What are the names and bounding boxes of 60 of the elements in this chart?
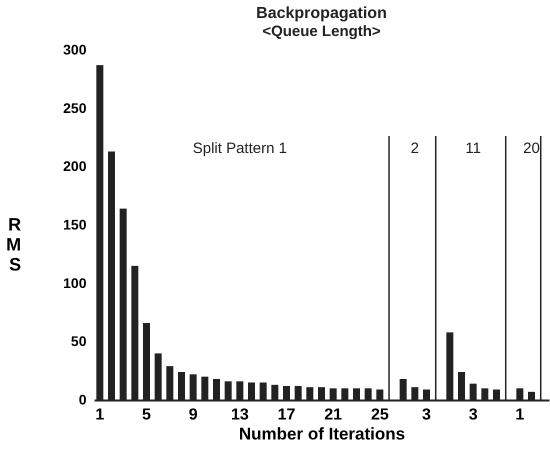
chart-title: Backpropagation <box>256 5 387 22</box>
x-tick-label: 1 <box>515 406 524 424</box>
bar <box>108 152 115 400</box>
y-tick-label: 200 <box>63 158 87 174</box>
x-tick-label: 25 <box>370 406 389 424</box>
chart-subtitle: <Queue Length> <box>262 23 381 40</box>
annotation: 2 <box>410 140 420 157</box>
x-tick-label: 9 <box>188 406 198 424</box>
bar <box>224 381 232 400</box>
bar <box>470 384 477 400</box>
bar <box>306 387 314 400</box>
bar <box>318 387 325 400</box>
x-tick-label: 3 <box>468 406 478 424</box>
bar <box>190 374 197 400</box>
bar <box>353 388 360 400</box>
bar <box>400 379 407 400</box>
bar <box>446 332 454 400</box>
x-tick-label: 5 <box>142 406 152 424</box>
bar <box>236 381 244 400</box>
x-axis-title: Number of Iterations <box>238 424 406 444</box>
bar <box>516 388 524 400</box>
y-tick-label: 250 <box>63 100 87 116</box>
x-tick-label: 21 <box>324 406 342 424</box>
bar <box>294 386 302 400</box>
bar <box>120 208 127 400</box>
x-tick-label: 17 <box>278 406 296 424</box>
bar <box>376 390 384 400</box>
bar <box>213 379 220 400</box>
bar <box>364 388 372 400</box>
bar <box>271 384 278 400</box>
bar <box>528 392 535 400</box>
y-axis-title: RMS <box>6 214 22 274</box>
x-tick-label: 3 <box>422 406 432 424</box>
bar <box>166 366 174 400</box>
y-tick-label: 150 <box>63 216 87 232</box>
bar <box>178 372 185 400</box>
x-tick-label: 13 <box>230 406 249 424</box>
bar <box>458 372 465 400</box>
annotation: Split Pattern 1 <box>192 140 287 157</box>
annotation: 20 <box>523 140 540 157</box>
bar <box>96 65 104 400</box>
bar <box>341 388 348 400</box>
bar <box>481 388 488 400</box>
bar <box>411 387 418 400</box>
bar <box>260 382 267 400</box>
bar <box>248 382 255 400</box>
bar <box>330 388 337 400</box>
y-tick-label: 0 <box>78 392 87 408</box>
y-tick-label: 100 <box>63 274 87 291</box>
bar <box>493 390 500 400</box>
bar <box>143 323 150 400</box>
bar <box>154 353 162 400</box>
bar <box>423 390 430 400</box>
bar <box>283 386 290 400</box>
x-tick-label: 1 <box>95 406 104 424</box>
annotation: 11 <box>465 140 481 157</box>
y-tick-label: 300 <box>63 42 87 58</box>
bar <box>201 376 208 400</box>
bar <box>131 266 138 400</box>
y-tick-label: 50 <box>70 333 87 350</box>
